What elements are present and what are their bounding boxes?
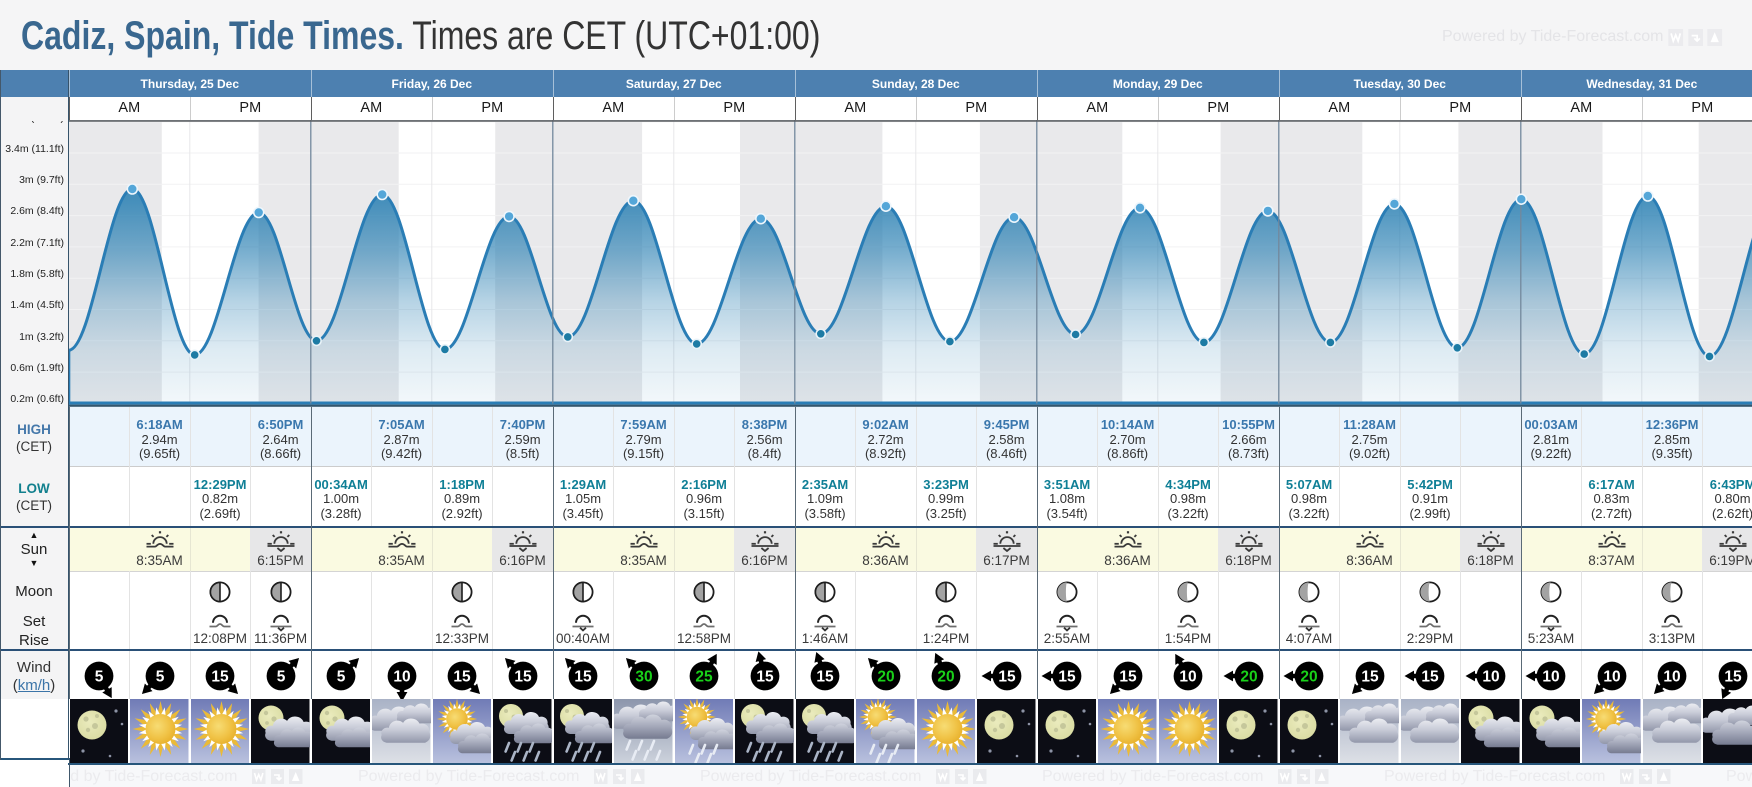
svg-text:20: 20 [1240, 668, 1257, 685]
svg-text:10: 10 [1603, 668, 1620, 685]
svg-text:10: 10 [1663, 668, 1680, 685]
svg-text:15: 15 [574, 668, 592, 685]
svg-text:15: 15 [816, 668, 834, 685]
svg-text:15: 15 [514, 668, 532, 685]
svg-text:20: 20 [937, 668, 954, 685]
svg-text:15: 15 [756, 668, 774, 685]
svg-text:10: 10 [1179, 668, 1196, 685]
svg-text:20: 20 [877, 668, 894, 685]
svg-text:5: 5 [337, 668, 346, 685]
svg-text:5: 5 [276, 668, 285, 685]
svg-text:5: 5 [95, 668, 104, 685]
svg-text:15: 15 [211, 668, 229, 685]
svg-text:30: 30 [635, 668, 652, 685]
svg-text:15: 15 [1058, 668, 1076, 685]
svg-text:15: 15 [1421, 668, 1439, 685]
svg-text:15: 15 [1724, 668, 1742, 685]
svg-text:15: 15 [1361, 668, 1379, 685]
svg-text:15: 15 [998, 668, 1016, 685]
svg-text:10: 10 [1542, 668, 1559, 685]
svg-text:25: 25 [695, 668, 713, 685]
svg-text:15: 15 [453, 668, 471, 685]
svg-text:5: 5 [155, 668, 164, 685]
svg-text:10: 10 [1482, 668, 1499, 685]
svg-text:15: 15 [1119, 668, 1137, 685]
svg-text:20: 20 [1300, 668, 1317, 685]
svg-text:10: 10 [393, 668, 410, 685]
